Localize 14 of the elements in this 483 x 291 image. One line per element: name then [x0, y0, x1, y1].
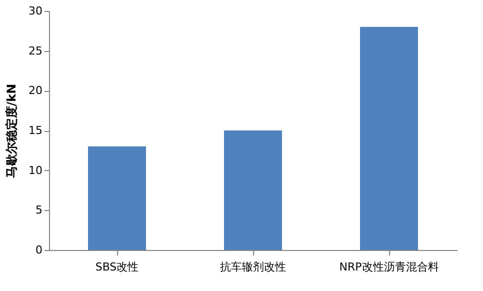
y-tick-label: 5: [36, 204, 42, 217]
x-tick-label: SBS改性: [95, 260, 139, 274]
y-tick-label: 10: [28, 164, 42, 177]
bar: [88, 146, 146, 250]
y-tick-label: 15: [28, 124, 42, 137]
y-axis-title: 马歇尔稳定度/kN: [4, 84, 19, 178]
bar: [224, 130, 282, 250]
y-tick-label: 25: [28, 44, 42, 58]
bar: [360, 26, 418, 250]
x-tick-label: NRP改性沥青混合料: [339, 260, 439, 274]
y-tick-label: 30: [28, 4, 42, 18]
y-tick-label: 20: [28, 84, 42, 98]
x-tick-label: 抗车辙剂改性: [220, 260, 286, 274]
y-tick-label: 0: [36, 244, 42, 256]
